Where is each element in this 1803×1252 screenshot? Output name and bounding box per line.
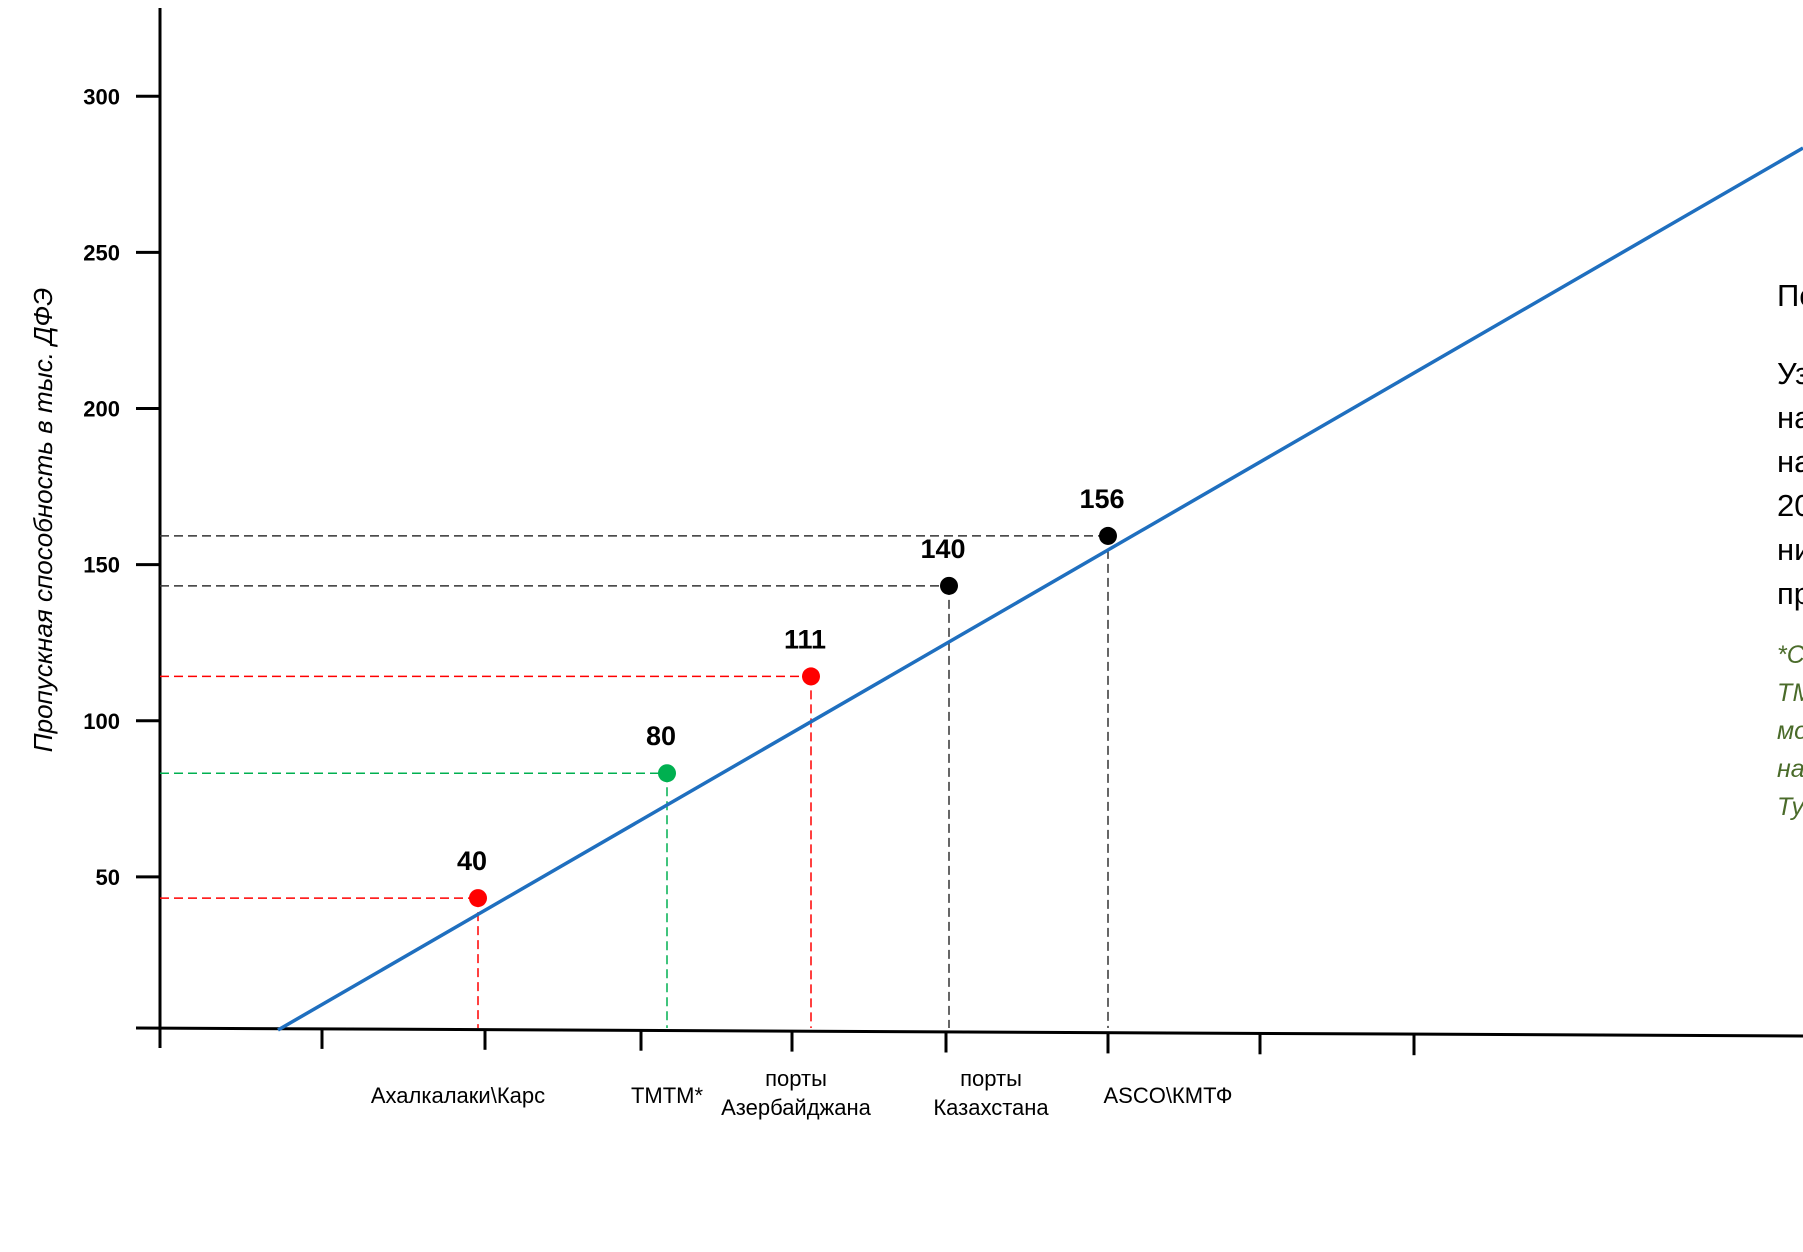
data-point: [1099, 526, 1117, 545]
x-category-label: порты: [960, 1066, 1022, 1091]
side-panel-paragraph: Узкие насто наход 2023 низка прип: [1777, 352, 1803, 616]
point-value-label: 40: [457, 846, 487, 876]
x-axis: [135, 1026, 1803, 1038]
point-value-label: 111: [784, 624, 826, 654]
data-point: [802, 667, 820, 686]
side-footnote-line: мощн: [1777, 717, 1803, 745]
side-paragraph-line: насто: [1777, 400, 1803, 435]
side-paragraph-line: 2023: [1777, 488, 1803, 523]
side-paragraph-line: наход: [1777, 444, 1803, 479]
x-category-label: ТМТМ*: [631, 1083, 704, 1108]
side-footnote-line: *Суще: [1777, 641, 1803, 669]
data-point: [658, 764, 676, 783]
y-tick-label: 100: [83, 709, 120, 734]
point-value-label: 80: [646, 721, 676, 751]
x-category-label: порты: [765, 1066, 827, 1091]
point-value-label: 140: [920, 534, 965, 564]
y-tick-label: 150: [83, 553, 120, 578]
data-point: [940, 576, 958, 595]
side-footnote-line: напра: [1777, 755, 1803, 783]
data-point: [469, 889, 487, 908]
side-footnote-line: ТМТМ: [1777, 679, 1803, 707]
y-tick-label: 300: [83, 84, 120, 109]
side-footnote-line: Туркм: [1777, 793, 1803, 821]
x-category-label: Ахалкалаки\Карс: [371, 1083, 545, 1108]
y-tick-label: 250: [83, 240, 120, 265]
x-category-label: Азербайджана: [721, 1095, 872, 1120]
x-category-label: Казахстана: [933, 1095, 1049, 1120]
side-panel-footnote: *Суще ТМТМ мощн напра Туркм: [1777, 636, 1803, 826]
side-paragraph-line: низка: [1777, 532, 1803, 567]
point-value-label: 156: [1079, 484, 1124, 514]
trend-line: [277, 146, 1803, 1032]
side-panel-title: Потен: [1777, 278, 1803, 313]
x-category-label: ASCO\КМТФ: [1103, 1083, 1232, 1108]
y-axis-title: Пропускная способность в тыс. ДФЭ: [28, 288, 58, 752]
side-paragraph-line: Узкие: [1777, 356, 1803, 391]
y-tick-label: 200: [83, 397, 120, 422]
side-paragraph-line: прип: [1777, 576, 1803, 611]
y-tick-label: 50: [96, 865, 120, 890]
